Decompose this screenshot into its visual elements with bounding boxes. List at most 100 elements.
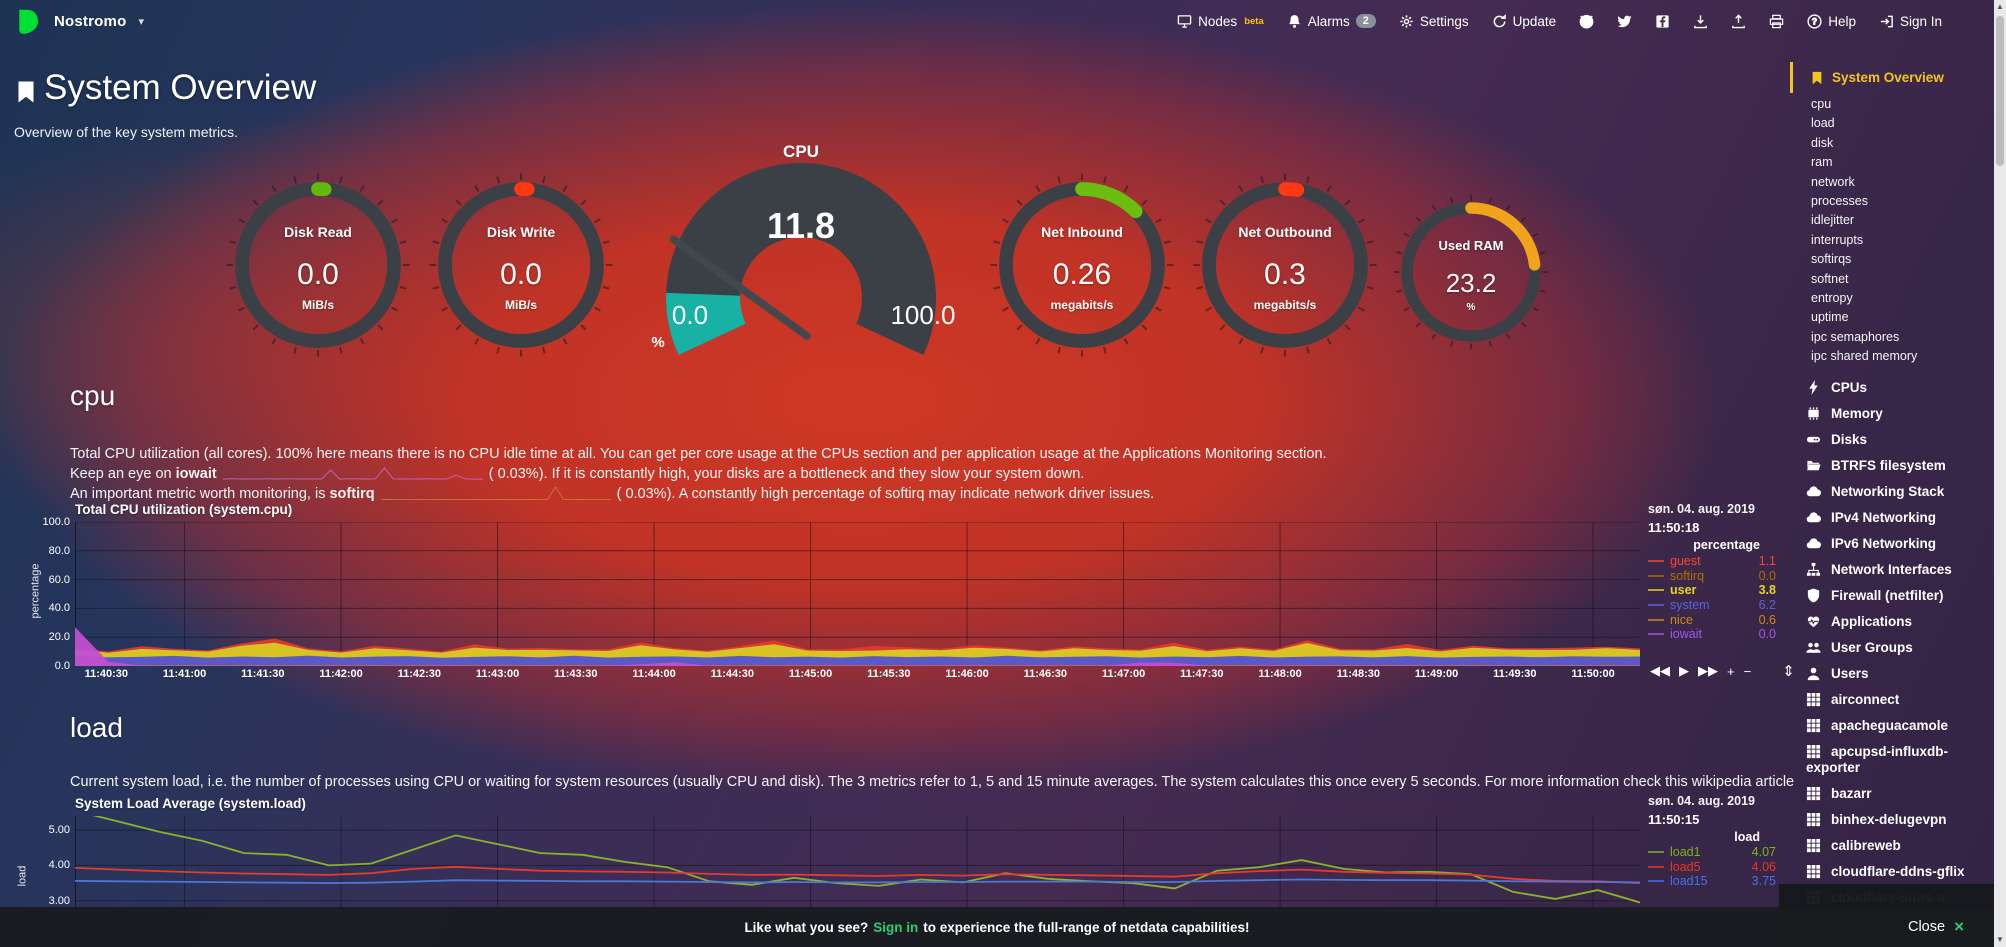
legend-row-load1[interactable]: load1 4.07 — [1648, 845, 1776, 860]
sidebar-subitem-softirqs[interactable]: softirqs — [1811, 252, 1852, 267]
sidebar-item-ipv6-networking[interactable]: IPv6 Networking — [1790, 536, 1994, 552]
gauge-disk-write[interactable]: Disk Write 0.0 MiB/s — [426, 170, 616, 360]
import-snapshot-button[interactable] — [1693, 14, 1708, 29]
sidebar-item-users[interactable]: Users — [1790, 666, 1994, 682]
signin-link[interactable]: Sign in — [873, 919, 919, 935]
sidebar-item-firewall-netfilter-[interactable]: Firewall (netfilter) — [1790, 588, 1994, 604]
sidebar-subitem-idlejitter[interactable]: idlejitter — [1811, 213, 1855, 228]
shield-icon — [1806, 588, 1821, 603]
sidebar-item-bazarr[interactable]: bazarr — [1790, 786, 1994, 802]
sidebar-item-btrfs-filesystem[interactable]: BTRFS filesystem — [1790, 458, 1994, 474]
scrollbar-down-arrow[interactable]: ▼ — [1996, 935, 2004, 944]
pan-forward-button[interactable]: ▶▶ — [1698, 663, 1718, 678]
pan-backward-button[interactable]: ◀◀ — [1650, 663, 1670, 678]
cpu-chart-plot[interactable] — [75, 522, 1640, 666]
gauge-disk-read[interactable]: Disk Read 0.0 MiB/s — [223, 170, 413, 360]
top-navbar: Nostromo ▾ Nodes beta Alarms 2 Settings … — [0, 0, 1994, 42]
sidebar-item-disks[interactable]: Disks — [1790, 432, 1994, 448]
legend-row-system[interactable]: system 6.2 — [1648, 598, 1776, 613]
zoom-out-button[interactable]: − — [1743, 663, 1752, 679]
alarms-button[interactable]: Alarms 2 — [1287, 14, 1376, 29]
github-button[interactable] — [1579, 14, 1594, 29]
legend-row-nice[interactable]: nice 0.6 — [1648, 612, 1776, 627]
sidebar-subitem-interrupts[interactable]: interrupts — [1811, 232, 1864, 247]
play-button[interactable]: ▶ — [1679, 663, 1689, 678]
cloud-icon — [1806, 536, 1821, 551]
sidebar-subitem-softnet[interactable]: softnet — [1811, 271, 1849, 286]
github-icon — [1579, 14, 1594, 29]
iowait-sparkline[interactable] — [223, 466, 483, 481]
sidebar-item-calibreweb[interactable]: calibreweb — [1790, 838, 1994, 854]
sidebar-item-networking-stack[interactable]: Networking Stack — [1790, 484, 1994, 500]
sidebar-item-cloudflare-ddns-gflix[interactable]: cloudflare-ddns-gflix — [1790, 864, 1994, 880]
sidebar-item-ipv4-networking[interactable]: IPv4 Networking — [1790, 510, 1994, 526]
gauge-net-inbound[interactable]: Net Inbound 0.26 megabits/s — [987, 170, 1177, 360]
sidebar-subitem-cpu[interactable]: cpu — [1811, 97, 1832, 111]
export-snapshot-button[interactable] — [1731, 14, 1746, 29]
y-tick-label: 4.00 — [48, 859, 70, 872]
sidebar-subitem-processes[interactable]: processes — [1811, 194, 1868, 209]
sidebar-item-label: IPv6 Networking — [1831, 535, 1937, 551]
y-tick-label: 100.0 — [42, 516, 70, 528]
sidebar-item-label: BTRFS filesystem — [1831, 457, 1946, 473]
twitter-button[interactable] — [1617, 14, 1632, 29]
sidebar-item-cpus[interactable]: CPUs — [1790, 379, 1994, 396]
sidebar-subitem-uptime[interactable]: uptime — [1811, 310, 1849, 325]
facebook-button[interactable] — [1655, 14, 1670, 29]
gauge-net-outbound[interactable]: Net Outbound 0.3 megabits/s — [1190, 170, 1380, 360]
zoom-in-button[interactable]: + — [1727, 663, 1735, 679]
close-icon[interactable]: × — [1954, 917, 1964, 936]
netdata-logo-icon[interactable] — [14, 6, 44, 36]
sidebar-item-label: airconnect — [1831, 691, 1900, 707]
update-button[interactable]: Update — [1492, 14, 1556, 29]
cpu-desc-line1: Total CPU utilization (all cores). 100% … — [70, 446, 1327, 462]
scrollbar[interactable]: ▲ ▼ — [1994, 0, 2006, 947]
gauge-title: Disk Write — [486, 224, 556, 240]
legend-row-load5[interactable]: load5 4.06 — [1648, 860, 1776, 875]
legend-row-user[interactable]: user 3.8 — [1648, 583, 1776, 598]
legend-row-guest[interactable]: guest 1.1 — [1648, 554, 1776, 569]
legend-row-softirq[interactable]: softirq 0.0 — [1648, 569, 1776, 584]
load-desc-line1: Current system load, i.e. the number of … — [70, 774, 1795, 790]
nodes-button[interactable]: Nodes beta — [1177, 14, 1264, 29]
scrollbar-thumb[interactable] — [1996, 16, 2004, 166]
sidebar-item-network-interfaces[interactable]: Network Interfaces — [1790, 562, 1994, 578]
sidebar-item-airconnect[interactable]: airconnect — [1790, 692, 1994, 708]
print-button[interactable] — [1769, 14, 1784, 29]
help-button[interactable]: Help — [1807, 14, 1856, 29]
y-tick-label: 40.0 — [48, 602, 70, 615]
load-chart-plot[interactable] — [75, 816, 1640, 936]
close-banner-label[interactable]: Close — [1907, 919, 1946, 935]
gauge-ring — [429, 173, 613, 357]
load-section-description: Current system load, i.e. the number of … — [70, 772, 1794, 792]
legend-row-iowait[interactable]: iowait 0.0 — [1648, 627, 1776, 642]
sidebar-item-binhex-delugevpn[interactable]: binhex-delugevpn — [1790, 812, 1994, 828]
settings-button[interactable]: Settings — [1399, 14, 1469, 29]
gauge-used-ram[interactable]: Used RAM 23.2 % — [1391, 192, 1551, 352]
question-icon — [1807, 14, 1822, 29]
sidebar-subitem-ipc-semaphores[interactable]: ipc semaphores — [1811, 329, 1900, 344]
sidebar-subitem-network[interactable]: network — [1811, 174, 1855, 189]
scrollbar-up-arrow[interactable]: ▲ — [1996, 2, 2004, 11]
cpu-section-description: Total CPU utilization (all cores). 100% … — [70, 444, 1327, 504]
sidebar-subitem-disk[interactable]: disk — [1811, 135, 1834, 150]
sidebar-subitem-ram[interactable]: ram — [1811, 155, 1833, 170]
load-chart-time: 11:50:15 — [1648, 812, 1700, 827]
cpu-gauge[interactable] — [645, 128, 957, 363]
sidebar-item-system-overview[interactable]: System Overview — [1790, 62, 1994, 93]
hostname-dropdown[interactable]: Nostromo — [54, 12, 127, 30]
sidebar-subitem-ipc-shared-memory[interactable]: ipc shared memory — [1811, 349, 1918, 364]
sidebar-item-user-groups[interactable]: User Groups — [1790, 640, 1994, 656]
sidebar-item-memory[interactable]: Memory — [1790, 406, 1994, 422]
sidebar-item-apcupsd-influxdb-exporter[interactable]: apcupsd-influxdb-exporter — [1790, 744, 1994, 776]
load-chart-date: søn. 04. aug. 2019 — [1648, 794, 1755, 808]
sidebar-item-apacheguacamole[interactable]: apacheguacamole — [1790, 718, 1994, 734]
signin-button[interactable]: Sign In — [1879, 14, 1942, 29]
sidebar-subitem-load[interactable]: load — [1811, 116, 1835, 131]
softirq-sparkline[interactable] — [381, 486, 611, 501]
sidebar-subitem-entropy[interactable]: entropy — [1811, 291, 1853, 306]
chevron-down-icon[interactable]: ▾ — [138, 15, 144, 28]
sidebar-item-applications[interactable]: Applications — [1790, 614, 1994, 630]
legend-row-load15[interactable]: load15 3.75 — [1648, 874, 1776, 889]
resize-handle[interactable]: ⇕ — [1782, 663, 1795, 680]
